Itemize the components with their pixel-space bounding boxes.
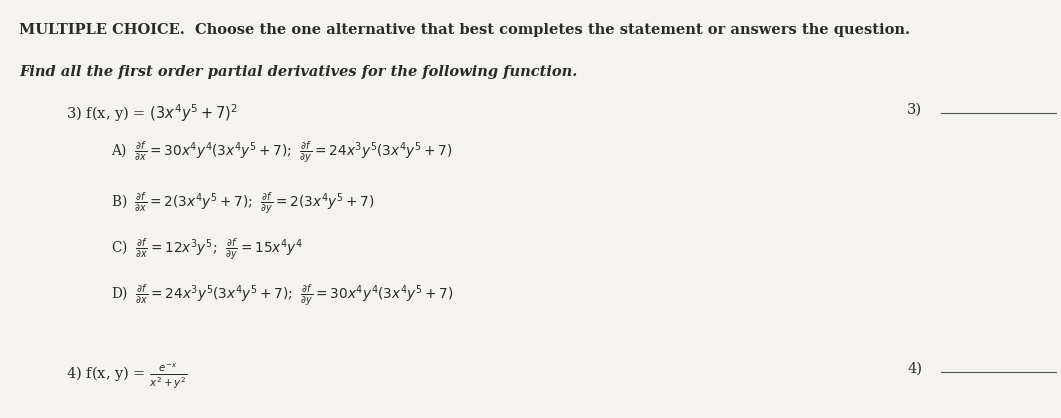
- Text: 3) f(x, y) = $(3x^4y^5 + 7)^2$: 3) f(x, y) = $(3x^4y^5 + 7)^2$: [66, 102, 238, 124]
- Text: 3): 3): [907, 102, 922, 116]
- Text: D)  $\frac{\partial f}{\partial x} = 24x^3y^5(3x^4y^5 + 7)$;  $\frac{\partial f}: D) $\frac{\partial f}{\partial x} = 24x^…: [111, 282, 454, 308]
- Text: A)  $\frac{\partial f}{\partial x} = 30x^4y^4(3x^4y^5 + 7)$;  $\frac{\partial f}: A) $\frac{\partial f}{\partial x} = 30x^…: [111, 140, 453, 166]
- Text: B)  $\frac{\partial f}{\partial x} = 2(3x^4y^5 + 7)$;  $\frac{\partial f}{\parti: B) $\frac{\partial f}{\partial x} = 2(3x…: [111, 190, 375, 216]
- Text: Find all the first order partial derivatives for the following function.: Find all the first order partial derivat…: [19, 65, 577, 79]
- Text: 4): 4): [907, 362, 922, 375]
- Text: C)  $\frac{\partial f}{\partial x} = 12x^3y^5$;  $\frac{\partial f}{\partial y} : C) $\frac{\partial f}{\partial x} = 12x^…: [111, 236, 303, 262]
- Text: MULTIPLE CHOICE.  Choose the one alternative that best completes the statement o: MULTIPLE CHOICE. Choose the one alternat…: [19, 23, 910, 37]
- Text: 4) f(x, y) = $\frac{e^{-x}}{x^2 + y^2}$: 4) f(x, y) = $\frac{e^{-x}}{x^2 + y^2}$: [66, 362, 187, 391]
